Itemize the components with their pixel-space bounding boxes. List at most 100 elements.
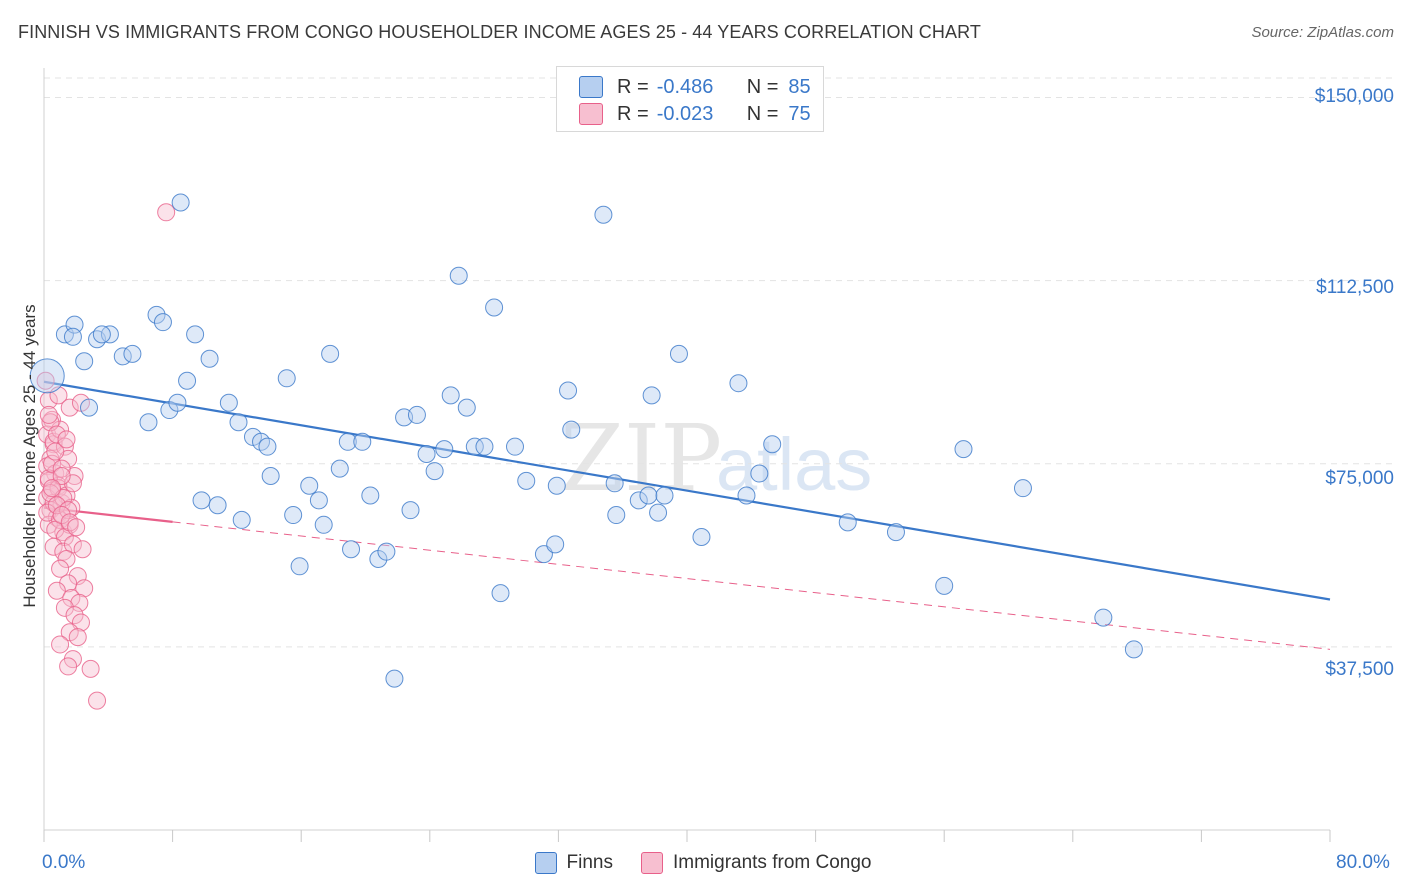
finns-point xyxy=(669,344,688,363)
congo-point xyxy=(51,559,70,578)
legend-swatch-congo xyxy=(579,103,603,125)
congo-point xyxy=(52,459,71,478)
congo-point xyxy=(88,691,107,710)
finns-point xyxy=(229,413,248,432)
finns-point xyxy=(655,486,674,505)
finns-point xyxy=(729,374,748,393)
finns-point xyxy=(258,437,277,456)
congo-point xyxy=(59,574,78,593)
finns-point xyxy=(737,486,756,505)
finns-point xyxy=(449,266,468,285)
legend-r-label: R = xyxy=(617,75,649,98)
finns-point xyxy=(284,506,303,525)
finns-point xyxy=(63,327,82,346)
finns-point xyxy=(338,432,357,451)
congo-point xyxy=(47,496,66,515)
finns-point xyxy=(642,386,661,405)
y-axis-label: Householder Income Ages 25 - 44 years xyxy=(20,304,39,608)
finns-point xyxy=(321,344,340,363)
finns-point xyxy=(377,542,396,561)
y-tick-label: $150,000 xyxy=(1314,86,1394,107)
finns-point xyxy=(80,398,99,417)
finns-point xyxy=(485,298,504,317)
finns-point xyxy=(465,437,484,456)
finns-point xyxy=(750,464,769,483)
finns-point xyxy=(219,393,238,412)
finns-point xyxy=(607,506,626,525)
finns-point xyxy=(491,584,510,603)
congo-point xyxy=(52,466,71,485)
finns-point xyxy=(139,413,158,432)
finns-point xyxy=(1013,479,1032,498)
x-tick-label-max: 80.0% xyxy=(1336,852,1390,873)
finns-point xyxy=(186,325,205,344)
finns-point xyxy=(261,466,280,485)
legend-n-value: 85 xyxy=(788,75,811,98)
y-tick-label: $112,500 xyxy=(1316,277,1394,298)
congo-point xyxy=(60,398,79,417)
finns-point xyxy=(457,398,476,417)
finns-point xyxy=(401,501,420,520)
series-congo-points xyxy=(36,203,176,710)
finns-point xyxy=(425,462,444,481)
source-credit: Source: ZipAtlas.com xyxy=(1251,24,1394,41)
axes xyxy=(43,68,1331,842)
congo-point xyxy=(57,549,76,568)
finns-point xyxy=(208,496,227,515)
congo-point xyxy=(75,579,94,598)
congo-point xyxy=(81,659,100,678)
finns-point xyxy=(935,576,954,595)
finns-point xyxy=(838,513,857,532)
finns-point xyxy=(763,435,782,454)
finns-point xyxy=(353,432,372,451)
legend-item-finns: Finns xyxy=(534,852,613,874)
finns-point xyxy=(171,193,190,212)
finns-point xyxy=(559,381,578,400)
finns-point xyxy=(300,476,319,495)
finns-point xyxy=(505,437,524,456)
congo-point xyxy=(157,203,176,222)
congo-point xyxy=(57,430,76,449)
legend-label-congo: Immigrants from Congo xyxy=(672,852,872,873)
congo-point xyxy=(47,581,66,600)
legend-n-value: 75 xyxy=(788,102,811,125)
congo-point xyxy=(65,606,84,625)
congo-point xyxy=(73,540,92,559)
finns-point xyxy=(886,523,905,542)
finns-point xyxy=(692,528,711,547)
y-tick-label: $37,500 xyxy=(1325,659,1394,680)
legend-swatch-congo xyxy=(640,852,663,874)
finns-point xyxy=(954,440,973,459)
finns-point xyxy=(441,386,460,405)
finns-point xyxy=(417,445,436,463)
congo-point xyxy=(68,628,87,647)
legend-r-value: -0.486 xyxy=(656,75,714,98)
finns-point xyxy=(29,358,65,394)
finns-point xyxy=(649,503,668,522)
gridlines xyxy=(44,77,1394,648)
legend-swatch-finns xyxy=(534,852,557,874)
finns-point xyxy=(192,491,211,510)
finns-point xyxy=(123,344,142,363)
congo-point xyxy=(51,635,70,654)
finns-point xyxy=(385,669,404,688)
finns-point xyxy=(475,437,494,456)
finns-point xyxy=(1094,608,1113,627)
finns-point xyxy=(1124,640,1143,659)
congo-point xyxy=(59,657,78,676)
correlation-legend: R = -0.486 N = 85 R = -0.023 N = 75 xyxy=(556,66,824,132)
finns-point xyxy=(639,486,658,505)
congo-point xyxy=(63,474,82,493)
congo-point xyxy=(44,537,63,556)
congo-point xyxy=(55,598,74,617)
finns-point xyxy=(547,476,566,495)
finns-point xyxy=(168,393,187,412)
congo-point xyxy=(43,479,62,498)
legend-label-finns: Finns xyxy=(566,852,613,873)
finns-point xyxy=(178,371,197,390)
finns-point xyxy=(92,325,111,344)
finns-point xyxy=(147,305,166,324)
congo-point xyxy=(39,391,58,410)
x-tick-label-min: 0.0% xyxy=(42,852,86,873)
